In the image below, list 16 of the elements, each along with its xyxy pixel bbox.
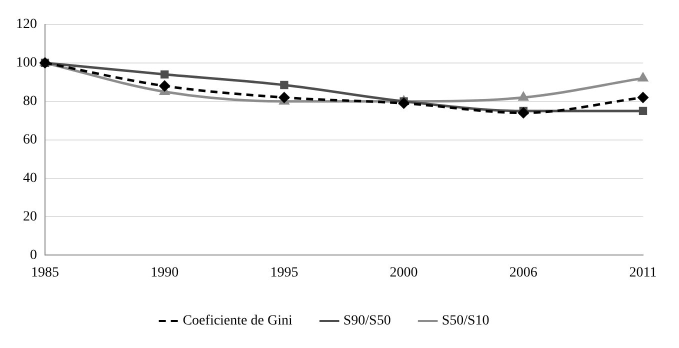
x-tick-label: 1985 bbox=[31, 265, 59, 280]
y-tick-label: 60 bbox=[23, 132, 37, 148]
legend-label: S50/S10 bbox=[442, 314, 490, 329]
y-tick-label: 0 bbox=[30, 248, 37, 263]
y-tick-label: 80 bbox=[23, 94, 37, 110]
x-tick-label: 2011 bbox=[629, 265, 657, 280]
x-tick-label: 1990 bbox=[150, 265, 179, 280]
y-tick-label: 20 bbox=[23, 209, 37, 224]
x-tick-label: 2000 bbox=[390, 265, 418, 280]
x-tick-label: 2006 bbox=[509, 265, 538, 280]
legend-label: S90/S50 bbox=[343, 314, 391, 329]
y-tick-label: 120 bbox=[16, 17, 37, 32]
y-tick-label: 100 bbox=[16, 56, 37, 71]
y-tick-label: 40 bbox=[23, 170, 37, 186]
legend-label: Coeficiente de Gini bbox=[182, 314, 292, 329]
x-tick-label: 1995 bbox=[270, 265, 298, 280]
